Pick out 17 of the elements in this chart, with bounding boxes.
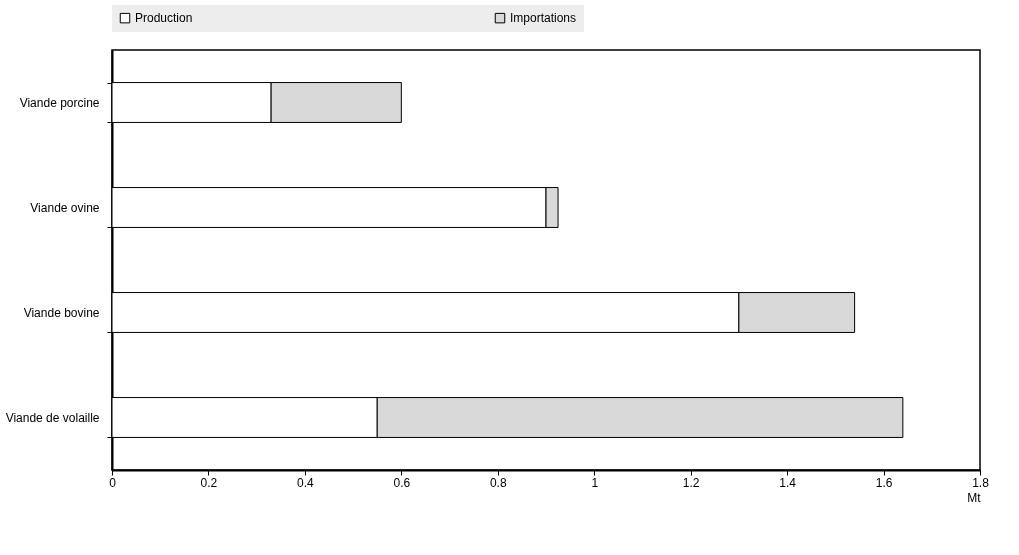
legend-label: Production	[135, 11, 193, 26]
x-tick-label: 0.6	[393, 475, 411, 490]
x-tick-label: 1	[591, 475, 599, 490]
y-tick-label: Viande ovine	[30, 201, 100, 215]
x-tick-label: 0.8	[489, 475, 507, 490]
x-tick-label: 0.4	[297, 475, 315, 490]
y-tick-label: Viande de volaille	[5, 411, 100, 425]
x-tick-label: 0	[109, 475, 117, 490]
x-axis-title: Mt	[967, 490, 982, 505]
y-tick-label: Viande bovine	[23, 306, 100, 320]
x-tick-label: 0.2	[200, 475, 218, 490]
x-tick-label: 1.4	[779, 475, 797, 490]
legend-label: Importations	[510, 11, 577, 26]
x-tick-label: 1.2	[682, 475, 700, 490]
x-tick-label: 1.6	[875, 475, 893, 490]
x-tick-label: 1.8	[972, 475, 990, 490]
y-tick-label: Viande porcine	[19, 96, 100, 110]
